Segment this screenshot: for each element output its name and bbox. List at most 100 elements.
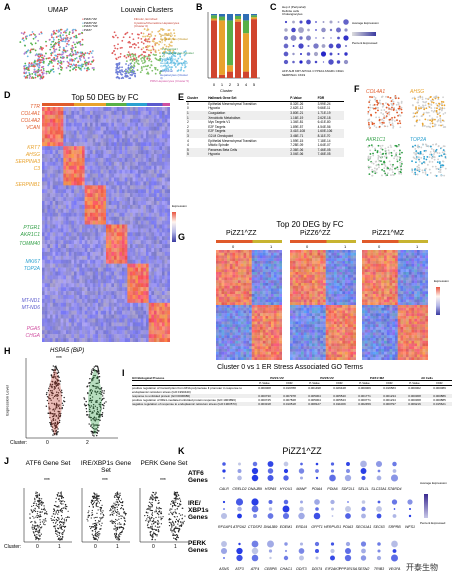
- heatmap-cell: [74, 224, 77, 229]
- feature-point: [400, 111, 403, 114]
- heatmap-cell: [162, 114, 165, 119]
- heatmap-cell: [164, 134, 168, 139]
- umap-point: [75, 29, 77, 32]
- heatmap-cell: [116, 295, 120, 300]
- heatmap-cell: [116, 142, 120, 147]
- heatmap-cell: [154, 302, 157, 307]
- heatmap-cell: [60, 220, 64, 225]
- heatmap-cell: [138, 201, 141, 206]
- heatmap-cell: [55, 259, 59, 264]
- heatmap-cell: [42, 279, 45, 284]
- louvain-point: [127, 64, 130, 67]
- heatmap-cell: [47, 306, 51, 311]
- heatmap-cell: [132, 126, 136, 131]
- heatmap-cell: [44, 201, 48, 206]
- heatmap-cell: [68, 236, 72, 241]
- heatmap-cell: [143, 169, 147, 174]
- g-heatmap-cell: [218, 255, 222, 259]
- feature-point: [368, 109, 371, 112]
- heatmap-cell: [82, 330, 85, 335]
- heatmap-cell: [74, 114, 77, 119]
- heatmap-cell: [50, 220, 53, 225]
- heatmap-cell: [130, 212, 133, 217]
- heatmap-cell: [154, 193, 157, 198]
- umap-point: [28, 77, 31, 79]
- louvain-point: [160, 28, 162, 30]
- heatmap-cell: [159, 118, 163, 123]
- heatmap-cell: [108, 244, 112, 249]
- heatmap-cell: [164, 118, 168, 123]
- heatmap-cell: [111, 248, 115, 253]
- umap-point: [47, 64, 50, 67]
- heatmap-cell: [114, 255, 117, 260]
- g-heatmap-cell: [227, 263, 230, 267]
- heatmap-cell: [156, 189, 160, 194]
- louvain-point: [113, 31, 116, 34]
- heatmap-cell: [60, 208, 64, 213]
- heatmap-cell: [106, 107, 109, 112]
- heatmap-cell: [63, 114, 67, 119]
- heatmap-cell: [151, 334, 155, 339]
- g-heatmap-cell: [251, 277, 255, 281]
- umap-point: [30, 77, 33, 79]
- louvain-point: [131, 60, 134, 62]
- feature-point: [391, 117, 393, 119]
- heatmap-cell: [140, 322, 144, 327]
- heatmap-cell: [122, 291, 125, 296]
- d-cluster-bar: [42, 103, 170, 106]
- heatmap-cell: [164, 189, 168, 194]
- heatmap-cell: [100, 189, 104, 194]
- g-heatmap-cell: [279, 263, 282, 267]
- g-heatmap-cell: [246, 269, 250, 273]
- heatmap-cell: [151, 224, 155, 229]
- heatmap-cell: [135, 150, 139, 155]
- louvain-point: [169, 59, 172, 62]
- heatmap-cell: [63, 338, 67, 342]
- umap-point: [52, 58, 54, 61]
- heatmap-cell: [124, 291, 128, 296]
- heatmap-cell: [162, 334, 165, 339]
- heatmap-cell: [66, 232, 69, 237]
- heatmap-cell: [127, 314, 131, 319]
- feature-point: [374, 98, 376, 101]
- heatmap-cell: [58, 146, 61, 151]
- heatmap-cell: [114, 114, 117, 119]
- feature-point: [425, 97, 427, 100]
- feature-point: [422, 153, 424, 156]
- heatmap-cell: [87, 122, 91, 127]
- umap-point: [34, 60, 36, 63]
- g-heatmap-cell: [251, 263, 255, 267]
- heatmap-cell: [124, 142, 128, 147]
- heatmap-cell: [98, 232, 101, 237]
- heatmap-cell: [122, 204, 125, 210]
- heatmap-cell: [66, 150, 69, 155]
- louvain-point: [160, 35, 162, 38]
- heatmap-cell: [138, 271, 141, 276]
- heatmap-cell: [116, 232, 120, 237]
- heatmap-cell: [95, 330, 99, 335]
- heatmap-cell: [90, 173, 93, 178]
- umap-point: [33, 68, 36, 71]
- heatmap-cell: [108, 126, 112, 131]
- heatmap-cell: [76, 107, 80, 112]
- louvain-point: [124, 72, 127, 75]
- heatmap-cell: [154, 165, 157, 170]
- heatmap-cell: [119, 271, 123, 276]
- heatmap-cell: [52, 318, 56, 323]
- heatmap-cell: [159, 134, 163, 139]
- g-heatmap-cell: [229, 252, 233, 256]
- heatmap-cell: [58, 338, 61, 342]
- heatmap-cell: [164, 251, 168, 257]
- heatmap-cell: [111, 193, 115, 198]
- heatmap-cell: [100, 130, 104, 135]
- heatmap-cell: [66, 314, 69, 319]
- heatmap-cell: [159, 314, 163, 319]
- hallmark-cell: Coagulation: [208, 111, 226, 116]
- g-heatmap-cell: [262, 258, 266, 262]
- heatmap-cell: [119, 197, 123, 202]
- panel-label-d: D: [4, 90, 11, 100]
- heatmap-cell: [76, 130, 80, 135]
- heatmap-cell: [122, 240, 125, 245]
- heatmap-cell: [60, 216, 64, 221]
- louvain-point: [128, 54, 131, 57]
